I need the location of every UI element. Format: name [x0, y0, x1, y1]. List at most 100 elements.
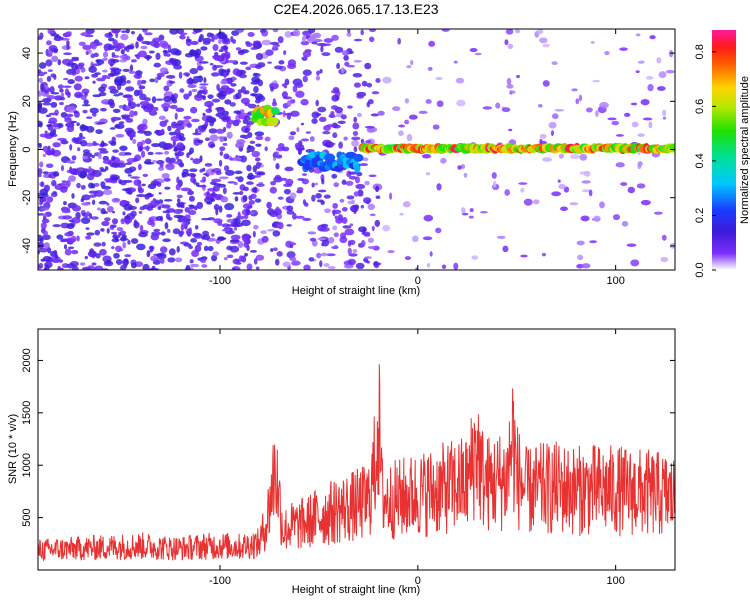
heatmap-speckle	[207, 246, 214, 252]
heatmap-speckle	[180, 224, 184, 231]
heatmap-speckle	[251, 175, 262, 178]
heatmap-speckle	[256, 183, 265, 187]
heatmap-speckle	[162, 210, 171, 214]
heatmap-speckle	[250, 81, 259, 85]
heatmap-speckle	[95, 42, 103, 46]
heatmap-speckle	[109, 63, 114, 67]
heatmap-speckle	[93, 242, 102, 247]
heatmap-speckle	[320, 252, 328, 257]
heatmap-speckle	[139, 206, 146, 211]
heatmap-speckle	[212, 34, 219, 40]
heatmap-speckle	[241, 219, 251, 227]
heatmap-speckle	[266, 201, 272, 209]
heatmap-speckle	[194, 94, 204, 101]
heatmap-speckle	[204, 100, 214, 108]
snr-line	[38, 364, 675, 562]
heatmap-speckle	[140, 79, 147, 84]
heatmap-speckle	[369, 29, 377, 33]
heatmap-speckle	[204, 162, 213, 167]
y-tick-label: -40	[21, 238, 33, 254]
heatmap-speckle	[604, 50, 610, 56]
heatmap-speckle	[311, 41, 318, 45]
heatmap-speckle	[656, 57, 662, 64]
heatmap-speckle	[143, 97, 151, 102]
heatmap-speckle	[275, 163, 280, 170]
heatmap-speckle	[422, 236, 433, 241]
heatmap-speckle	[432, 124, 440, 130]
heatmap-speckle	[199, 86, 207, 90]
heatmap-speckle	[217, 136, 226, 139]
heatmap-speckle	[120, 114, 131, 118]
heatmap-speckle	[39, 133, 49, 138]
heatmap-speckle	[335, 217, 344, 224]
heatmap-speckle	[122, 211, 126, 216]
heatmap-speckle	[164, 186, 171, 190]
heatmap-speckle	[191, 89, 198, 92]
heatmap-speckle	[226, 60, 237, 64]
heatmap-speckle	[337, 120, 346, 125]
heatmap-speckle	[152, 106, 159, 111]
heatmap-speckle	[371, 225, 375, 232]
heatmap-speckle	[341, 216, 348, 224]
heatmap-speckle	[392, 106, 401, 112]
heatmap-speckle	[99, 107, 107, 112]
heatmap-speckle	[408, 114, 418, 120]
heatmap-speckle	[492, 180, 497, 188]
heatmap-speckle	[101, 220, 110, 227]
heatmap-speckle	[42, 234, 51, 241]
heatmap-speckle	[233, 227, 238, 231]
heatmap-speckle	[333, 182, 340, 188]
heatmap-speckle	[47, 247, 52, 254]
heatmap-speckle	[42, 102, 52, 106]
heatmap-speckle	[93, 52, 99, 58]
heatmap-speckle	[220, 196, 229, 203]
heatmap-speckle	[192, 158, 202, 165]
heatmap-speckle	[113, 252, 120, 259]
heatmap-speckle	[389, 192, 393, 200]
heatmap-speckle	[96, 77, 106, 82]
heatmap-speckle	[334, 46, 344, 53]
heatmap-speckle	[223, 165, 230, 172]
heatmap-speckle	[346, 32, 352, 37]
heatmap-speckle	[229, 239, 240, 243]
heatmap-speckle	[336, 62, 341, 70]
heatmap-speckle	[216, 106, 225, 114]
heatmap-speckle	[252, 42, 262, 49]
heatmap-speckle	[42, 153, 46, 158]
heatmap-speckle	[133, 179, 142, 186]
heatmap-speckle	[212, 44, 219, 52]
heatmap-speckle	[406, 133, 413, 142]
figure-title: C2E4.2026.065.17.13.E23	[273, 1, 438, 17]
heatmap-speckle	[81, 103, 91, 107]
heatmap-speckle	[213, 204, 220, 211]
heatmap-speckle	[91, 73, 99, 78]
heatmap-speckle	[128, 70, 136, 74]
heatmap-speckle	[542, 157, 553, 162]
heatmap-speckle	[270, 85, 274, 92]
heatmap-speckle	[76, 182, 81, 189]
heatmap-speckle	[75, 167, 86, 173]
heatmap-speckle	[496, 235, 506, 240]
heatmap-speckle	[77, 147, 81, 152]
heatmap-speckle	[147, 219, 154, 226]
heatmap-speckle	[91, 154, 95, 159]
heatmap-speckle	[46, 196, 51, 204]
heatmap-speckle	[661, 234, 667, 241]
heatmap-speckle	[46, 124, 52, 128]
heatmap-speckle	[102, 189, 113, 196]
heatmap-speckle	[176, 176, 180, 184]
heatmap-speckle	[110, 179, 118, 184]
heatmap-speckle	[520, 254, 528, 258]
heatmap-speckle	[455, 77, 465, 84]
x-tick-label: 0	[415, 575, 421, 587]
heatmap-speckle	[323, 194, 331, 199]
heatmap-speckle	[286, 100, 292, 108]
heatmap-speckle	[630, 259, 640, 267]
heatmap-speckle	[351, 139, 360, 147]
heatmap-speckle	[159, 67, 169, 74]
heatmap-speckle	[217, 31, 226, 39]
heatmap-speckle	[252, 230, 256, 238]
heatmap-speckle	[326, 142, 336, 146]
heatmap-speckle	[213, 55, 223, 62]
heatmap-speckle	[136, 194, 147, 198]
